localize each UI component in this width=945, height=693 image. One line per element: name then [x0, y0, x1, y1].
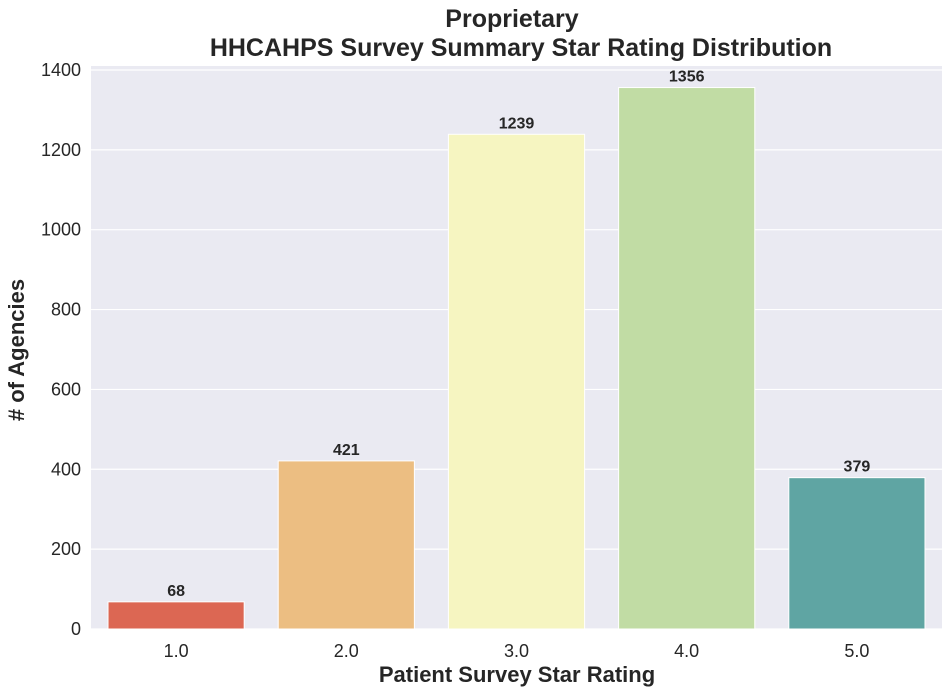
data-label-1.0: 68	[167, 583, 185, 600]
chart-title-line-2: HHCAHPS Survey Summary Star Rating Distr…	[210, 34, 832, 62]
y-tick-label-1000: 1000	[41, 220, 81, 240]
data-label-5.0: 379	[844, 459, 871, 476]
data-label-3.0: 1239	[499, 115, 535, 132]
y-tick-label-0: 0	[71, 619, 81, 639]
bars	[107, 87, 926, 630]
data-label-4.0: 1356	[669, 69, 705, 86]
y-tick-label-600: 600	[51, 379, 81, 399]
x-tick-label-3.0: 3.0	[504, 641, 529, 661]
y-axis-ticks: 0 200 400 600 800 1000 1200 1400	[41, 60, 81, 639]
bar-5.0	[788, 477, 926, 630]
x-tick-label-4.0: 4.0	[674, 641, 699, 661]
y-tick-label-200: 200	[51, 539, 81, 559]
y-tick-label-400: 400	[51, 459, 81, 479]
bar-4.0	[618, 87, 756, 630]
x-tick-label-2.0: 2.0	[334, 641, 359, 661]
y-tick-label-1400: 1400	[41, 60, 81, 80]
bar-2.0	[277, 460, 415, 630]
chart-title-line-1: Proprietary	[445, 5, 578, 33]
x-tick-label-5.0: 5.0	[844, 641, 869, 661]
y-axis-title: # of Agencies	[4, 279, 29, 421]
data-labels: 68 421 1239 1356 379	[167, 69, 870, 600]
y-tick-label-1200: 1200	[41, 140, 81, 160]
x-axis-ticks: 1.0 2.0 3.0 4.0 5.0	[164, 641, 870, 661]
x-tick-label-1.0: 1.0	[164, 641, 189, 661]
bar-1.0	[107, 601, 245, 630]
bar-3.0	[447, 133, 586, 630]
x-axis-title: Patient Survey Star Rating	[379, 662, 655, 687]
y-tick-label-800: 800	[51, 300, 81, 320]
data-label-2.0: 421	[333, 442, 360, 459]
